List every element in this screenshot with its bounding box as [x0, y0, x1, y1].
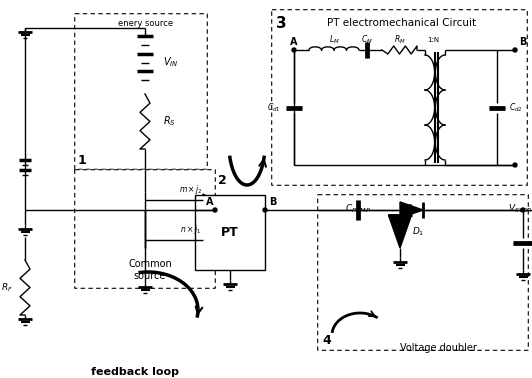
Circle shape	[513, 48, 517, 52]
Circle shape	[213, 208, 217, 212]
Polygon shape	[203, 194, 213, 206]
FancyBboxPatch shape	[272, 10, 527, 185]
Text: Common
source: Common source	[128, 259, 172, 281]
Text: PT electromechanical Circuit: PT electromechanical Circuit	[327, 18, 476, 28]
Text: $R_M$: $R_M$	[394, 34, 405, 46]
Text: $n\times j_1$: $n\times j_1$	[180, 223, 202, 237]
Text: $V_{STORE}$: $V_{STORE}$	[508, 203, 532, 215]
Polygon shape	[400, 202, 423, 218]
Text: feedback loop: feedback loop	[91, 367, 179, 377]
Text: $C_M$: $C_M$	[361, 34, 373, 46]
Polygon shape	[203, 234, 213, 246]
FancyBboxPatch shape	[318, 195, 528, 350]
Text: 2: 2	[218, 174, 227, 186]
Circle shape	[292, 48, 296, 52]
Text: $R_F$: $R_F$	[1, 281, 13, 294]
Text: $C_{d2}$: $C_{d2}$	[509, 101, 522, 114]
Text: $R_S$: $R_S$	[163, 115, 176, 129]
Circle shape	[513, 163, 517, 167]
FancyBboxPatch shape	[74, 170, 215, 288]
Text: 4: 4	[322, 333, 331, 347]
Polygon shape	[388, 215, 412, 248]
Text: 3: 3	[276, 15, 287, 31]
Circle shape	[521, 208, 525, 212]
Text: 1: 1	[78, 155, 87, 167]
Text: B: B	[269, 197, 277, 207]
Text: PT: PT	[221, 226, 239, 239]
FancyBboxPatch shape	[74, 14, 207, 169]
Text: $m\times j_2$: $m\times j_2$	[179, 183, 203, 197]
Text: $D_1$: $D_1$	[412, 225, 425, 238]
Text: enery source: enery source	[119, 20, 173, 28]
Text: 1:N: 1:N	[427, 37, 439, 43]
Text: $C_{PUMP}$: $C_{PUMP}$	[345, 203, 371, 215]
Text: $V_{IN}$: $V_{IN}$	[163, 56, 179, 70]
Text: Voltage doubler: Voltage doubler	[400, 343, 477, 353]
Text: A: A	[205, 197, 213, 207]
Circle shape	[263, 208, 267, 212]
Text: $C_{d1}$: $C_{d1}$	[268, 101, 281, 114]
Text: B: B	[519, 37, 526, 47]
Text: A: A	[290, 37, 298, 47]
Bar	[195, 195, 265, 270]
Text: $L_M$: $L_M$	[329, 34, 339, 46]
Text: $D_2$: $D_2$	[405, 203, 418, 215]
